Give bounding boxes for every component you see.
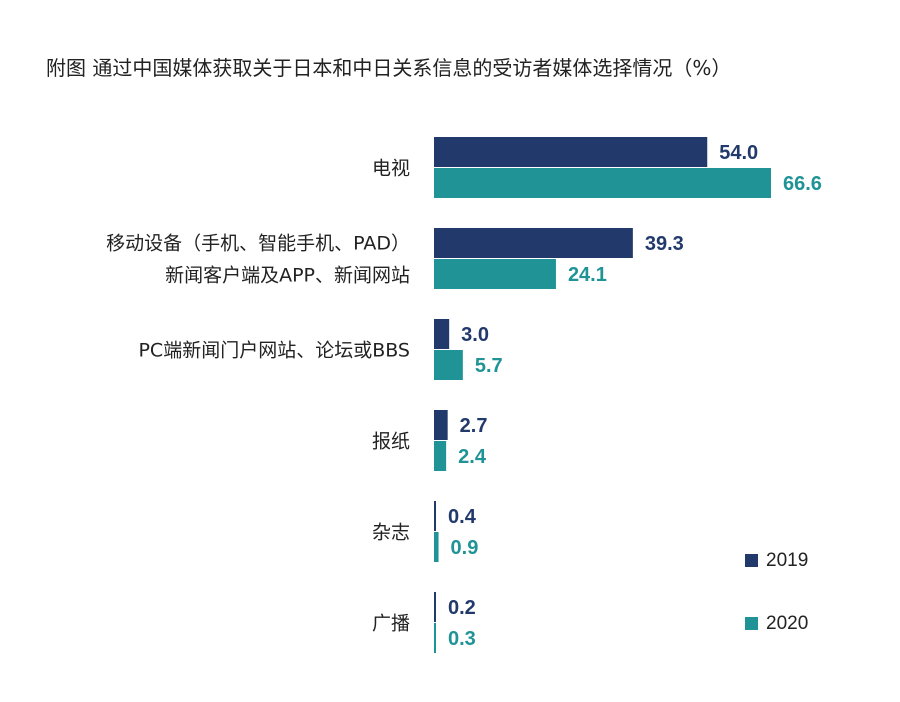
legend-label-2020: 2020 (766, 613, 808, 634)
bar-2019-0 (434, 137, 708, 167)
category-label: 报纸 (372, 431, 410, 453)
data-label: 2.4 (458, 446, 487, 468)
data-label: 66.6 (783, 173, 822, 195)
bar-2020-1 (434, 259, 556, 289)
data-label: 24.1 (568, 264, 607, 286)
bar-2020-3 (434, 441, 447, 471)
data-label: 0.3 (448, 628, 476, 650)
data-label: 3.0 (461, 324, 489, 346)
data-label: 54.0 (719, 142, 758, 164)
legend-label-2019: 2019 (766, 550, 808, 571)
category-label: 新闻客户端及APP、新闻网站 (165, 265, 410, 287)
bar-2019-3 (434, 410, 448, 440)
category-label: 广播 (372, 613, 410, 635)
chart-title: 附图 通过中国媒体获取关于日本和中日关系信息的受访者媒体选择情况（%） (46, 56, 732, 80)
legend-swatch-2020 (745, 617, 758, 630)
bar-2019-2 (434, 319, 450, 349)
category-label: 电视 (372, 158, 410, 180)
bar-2020-2 (434, 350, 463, 380)
bar-2019-5 (434, 592, 436, 622)
data-label: 0.2 (448, 597, 476, 619)
data-label: 0.4 (448, 506, 477, 528)
category-label: PC端新闻门户网站、论坛或BBS (138, 340, 410, 362)
data-label: 0.9 (451, 537, 479, 559)
data-label: 5.7 (475, 355, 503, 377)
data-label: 39.3 (645, 233, 684, 255)
category-label: 移动设备（手机、智能手机、PAD） (106, 233, 410, 255)
bar-2019-1 (434, 228, 633, 258)
category-label: 杂志 (372, 522, 410, 544)
bar-2020-0 (434, 168, 771, 198)
bar-2019-4 (434, 501, 437, 531)
legend-swatch-2019 (745, 554, 758, 567)
bar-2020-5 (434, 623, 436, 653)
bar-2020-4 (434, 532, 439, 562)
data-label: 2.7 (460, 415, 488, 437)
